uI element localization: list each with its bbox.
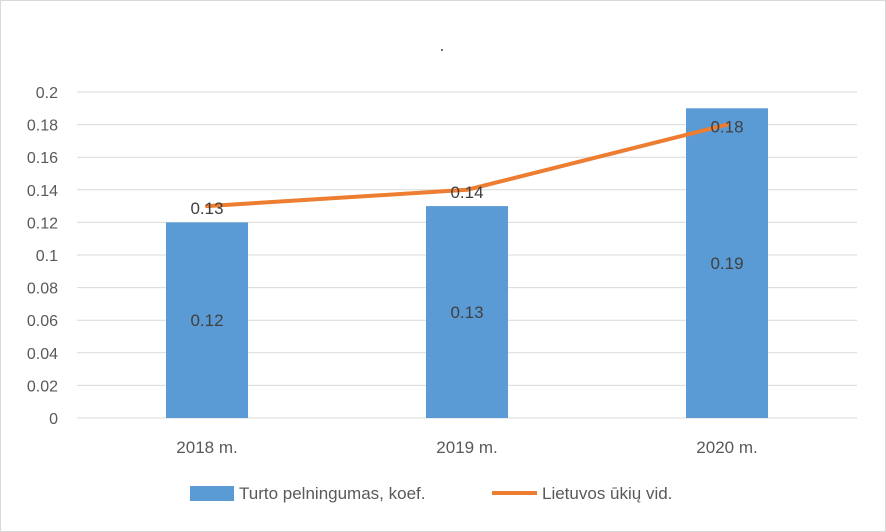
x-tick-label: 2020 m.: [696, 438, 757, 457]
y-tick-label: 0.06: [27, 313, 58, 330]
y-tick-label: 0.04: [27, 346, 58, 363]
line-path: [205, 122, 729, 209]
y-tick-label: 0.2: [36, 85, 58, 102]
y-axis: 0 0.02 0.04 0.06 0.08 0.1 0.12 0.14 0.16 0.18 0.2: [27, 85, 58, 428]
x-axis: 2018 m. 2019 m. 2020 m.: [176, 438, 757, 457]
y-tick-label: 0.14: [27, 183, 58, 200]
x-tick-label: 2019 m.: [436, 438, 497, 457]
line-data-label: 0.18: [710, 118, 743, 137]
y-tick-label: 0.02: [27, 378, 58, 395]
x-tick-label: 2018 m.: [176, 438, 237, 457]
bar-data-label: 0.13: [450, 303, 483, 322]
y-tick-label: 0: [49, 411, 58, 428]
legend-swatch-bar: [190, 486, 234, 501]
y-tick-label: 0.12: [27, 215, 58, 232]
bar: [426, 206, 508, 418]
bar-data-label: 0.12: [190, 311, 223, 330]
y-tick-label: 0.16: [27, 150, 58, 167]
y-tick-label: 0.1: [36, 248, 58, 265]
bar: [166, 222, 248, 418]
y-tick-label: 0.18: [27, 118, 58, 135]
line-data-label: 0.13: [190, 199, 223, 218]
legend-label-line: Lietuvos ūkių vid.: [542, 484, 672, 503]
bar-series: [166, 108, 768, 419]
data-labels: 0.12 0.13 0.19 0.13 0.14 0.18: [190, 118, 743, 331]
line-series: [205, 122, 729, 209]
bar-data-label: 0.19: [710, 254, 743, 273]
legend: Turto pelningumas, koef. Lietuvos ūkių vi…: [190, 484, 672, 503]
legend-label-bar: Turto pelningumas, koef.: [239, 484, 425, 503]
y-tick-label: 0.08: [27, 281, 58, 298]
line-data-label: 0.14: [450, 183, 483, 202]
chart-title: .: [439, 35, 444, 55]
bar: [686, 108, 768, 419]
